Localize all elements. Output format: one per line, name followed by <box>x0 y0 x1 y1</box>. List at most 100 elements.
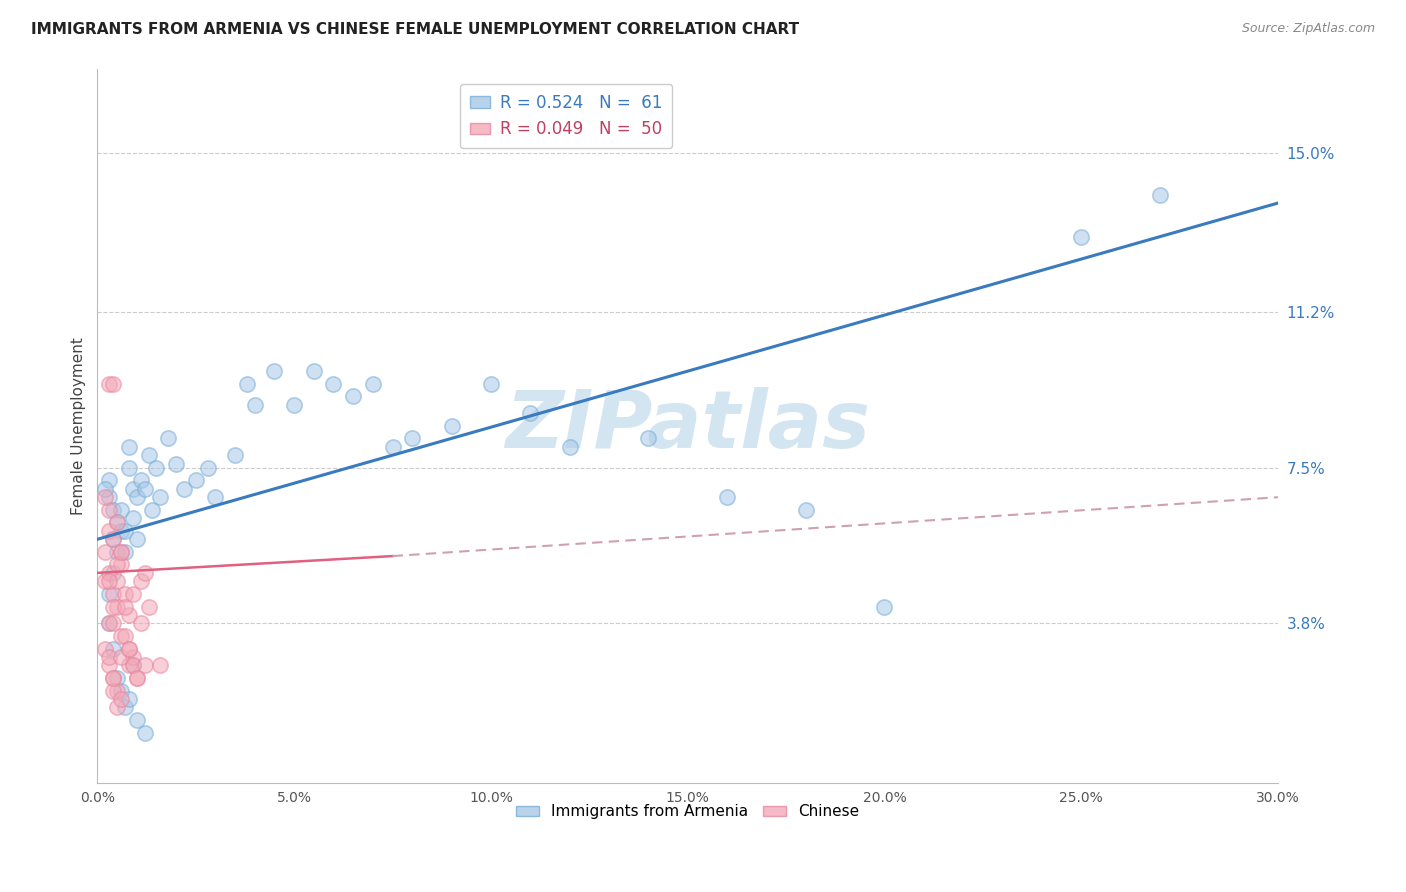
Point <box>138 448 160 462</box>
Text: IMMIGRANTS FROM ARMENIA VS CHINESE FEMALE UNEMPLOYMENT CORRELATION CHART: IMMIGRANTS FROM ARMENIA VS CHINESE FEMAL… <box>31 22 799 37</box>
Point <box>134 482 156 496</box>
Point <box>98 649 121 664</box>
Point <box>98 524 121 538</box>
Point <box>110 629 132 643</box>
Point <box>129 474 152 488</box>
Point <box>302 364 325 378</box>
Point <box>558 440 581 454</box>
Point <box>243 398 266 412</box>
Y-axis label: Female Unemployment: Female Unemployment <box>72 337 86 515</box>
Point <box>118 641 141 656</box>
Point <box>1070 229 1092 244</box>
Point <box>98 587 121 601</box>
Text: Source: ZipAtlas.com: Source: ZipAtlas.com <box>1241 22 1375 36</box>
Point <box>125 713 148 727</box>
Point <box>114 545 136 559</box>
Legend: Immigrants from Armenia, Chinese: Immigrants from Armenia, Chinese <box>510 798 866 825</box>
Point <box>121 587 143 601</box>
Point <box>121 511 143 525</box>
Point <box>105 574 128 589</box>
Point <box>110 503 132 517</box>
Point <box>94 490 117 504</box>
Point <box>125 671 148 685</box>
Point <box>98 503 121 517</box>
Point <box>101 599 124 614</box>
Point <box>114 524 136 538</box>
Point <box>101 533 124 547</box>
Point <box>105 558 128 572</box>
Point <box>105 599 128 614</box>
Point <box>118 440 141 454</box>
Point <box>105 516 128 530</box>
Point <box>98 574 121 589</box>
Point <box>110 545 132 559</box>
Point <box>98 616 121 631</box>
Point <box>101 616 124 631</box>
Point <box>118 692 141 706</box>
Point <box>236 376 259 391</box>
Point <box>105 671 128 685</box>
Point <box>114 700 136 714</box>
Point <box>98 490 121 504</box>
Point <box>101 683 124 698</box>
Point <box>101 376 124 391</box>
Point <box>110 649 132 664</box>
Point <box>129 574 152 589</box>
Point <box>173 482 195 496</box>
Point <box>118 607 141 622</box>
Point <box>98 474 121 488</box>
Point <box>794 503 817 517</box>
Point <box>129 616 152 631</box>
Point <box>110 524 132 538</box>
Point <box>149 658 172 673</box>
Point <box>114 587 136 601</box>
Point <box>1149 187 1171 202</box>
Point <box>94 545 117 559</box>
Point <box>141 503 163 517</box>
Point <box>322 376 344 391</box>
Point <box>105 545 128 559</box>
Point <box>101 641 124 656</box>
Point <box>101 533 124 547</box>
Point <box>121 658 143 673</box>
Point <box>134 725 156 739</box>
Point <box>98 376 121 391</box>
Point <box>197 460 219 475</box>
Point <box>342 389 364 403</box>
Text: ZIPatlas: ZIPatlas <box>505 387 870 465</box>
Point <box>519 406 541 420</box>
Point <box>105 516 128 530</box>
Point <box>121 482 143 496</box>
Point <box>94 641 117 656</box>
Point <box>118 641 141 656</box>
Point <box>105 700 128 714</box>
Point <box>145 460 167 475</box>
Point <box>125 671 148 685</box>
Point <box>125 490 148 504</box>
Point <box>224 448 246 462</box>
Point <box>101 671 124 685</box>
Point <box>110 545 132 559</box>
Point <box>440 418 463 433</box>
Point <box>716 490 738 504</box>
Point <box>101 671 124 685</box>
Point <box>149 490 172 504</box>
Point <box>401 431 423 445</box>
Point <box>873 599 896 614</box>
Point <box>125 533 148 547</box>
Point <box>94 574 117 589</box>
Point <box>98 616 121 631</box>
Point <box>118 658 141 673</box>
Point <box>204 490 226 504</box>
Point <box>98 566 121 580</box>
Point <box>637 431 659 445</box>
Point <box>101 503 124 517</box>
Point <box>184 474 207 488</box>
Point <box>114 599 136 614</box>
Point <box>479 376 502 391</box>
Point <box>165 457 187 471</box>
Point <box>138 599 160 614</box>
Point <box>381 440 404 454</box>
Point <box>283 398 305 412</box>
Point <box>101 587 124 601</box>
